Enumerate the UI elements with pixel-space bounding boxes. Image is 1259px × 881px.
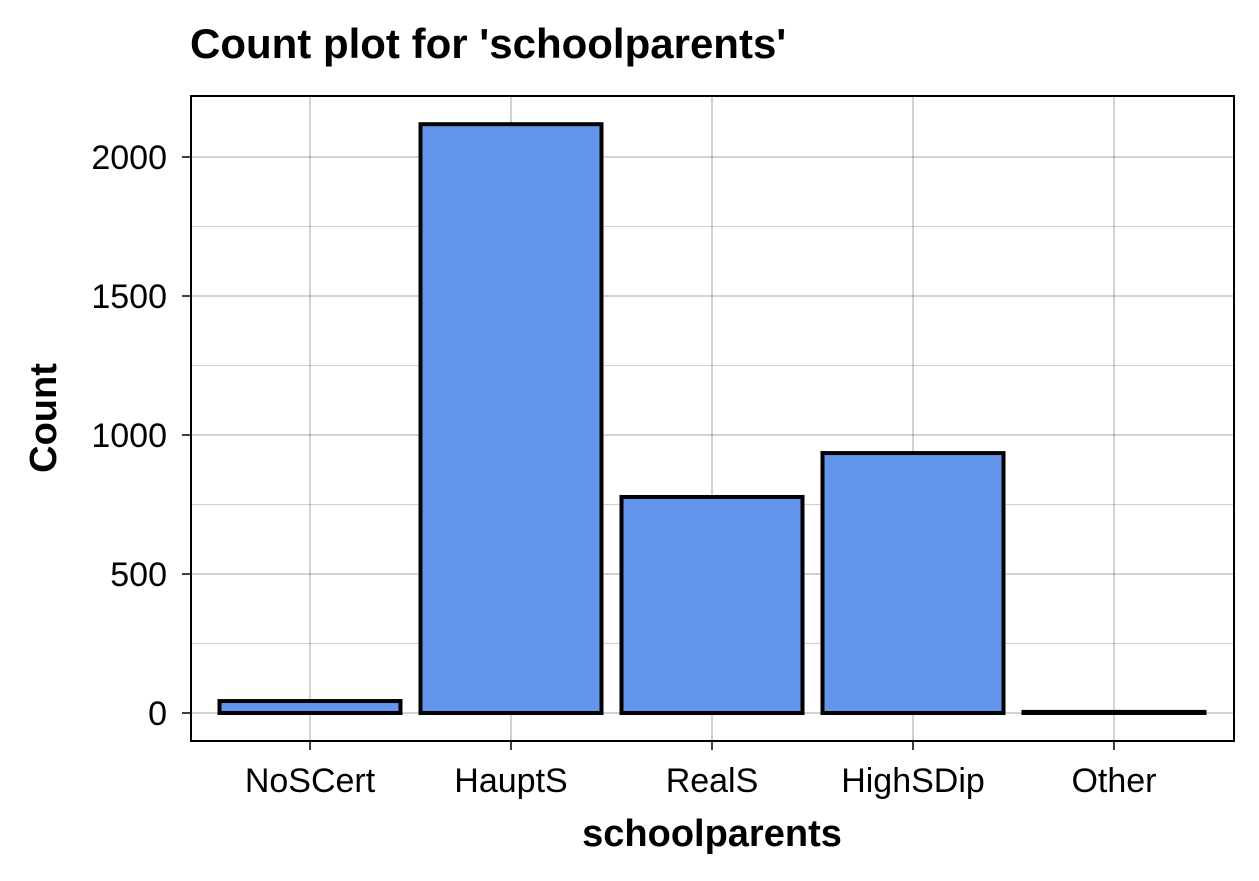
bar-highsdip (820, 451, 1006, 715)
y-tick-label: 1000 (91, 417, 167, 455)
y-tick-label: 1500 (91, 278, 167, 316)
x-tick-label: Other (1071, 762, 1156, 800)
x-tick-label: RealS (666, 762, 759, 800)
y-tick-label: 500 (110, 556, 167, 594)
bar-haupts (418, 122, 604, 716)
y-tick-label: 0 (148, 695, 167, 733)
y-tick-label: 2000 (91, 139, 167, 177)
bar-noscert (217, 699, 403, 716)
x-tick-label: HighSDip (841, 762, 985, 800)
bar-other (1021, 709, 1207, 716)
x-axis-title: schoolparents (582, 813, 842, 855)
chart-title: Count plot for 'schoolparents' (190, 20, 786, 67)
bars (217, 122, 1207, 716)
x-tick-label: HauptS (454, 762, 567, 800)
bar-reals (619, 494, 805, 715)
x-axis-ticks: NoSCert HauptS RealS HighSDip Other (245, 741, 1157, 800)
y-axis-ticks: 0 500 1000 1500 2000 (91, 139, 191, 733)
y-axis-title: Count (23, 363, 65, 473)
x-tick-label: NoSCert (245, 762, 376, 800)
